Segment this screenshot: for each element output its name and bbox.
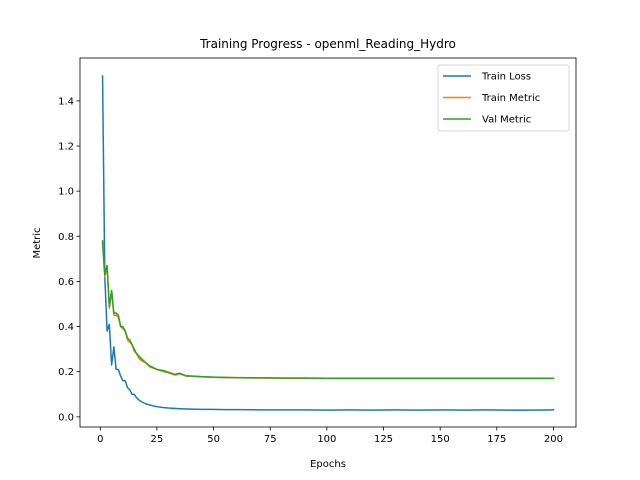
x-tick-label: 50 (207, 434, 220, 445)
plot-area (79, 57, 577, 428)
y-tick-label: 1.2 (58, 142, 74, 153)
legend-label: Train Loss (481, 72, 531, 83)
legend-label: Train Metric (481, 93, 540, 104)
legend: Train Loss Train Metric Val Metric (437, 64, 570, 132)
legend-box (437, 64, 570, 132)
y-tick-label: 0.8 (58, 232, 74, 243)
x-tick-label: 75 (264, 434, 277, 445)
x-tick-label: 100 (317, 434, 336, 445)
y-tick-label: 0.4 (58, 322, 74, 333)
x-tick-label: 150 (431, 434, 450, 445)
y-axis-label: Metric (32, 227, 43, 258)
series-layer (101, 75, 555, 411)
y-axis: 0.0 0.2 0.4 0.6 0.8 1.0 1.2 1.4 (58, 96, 80, 423)
series-line-val-metric (101, 240, 555, 379)
x-tick-label: 25 (151, 434, 164, 445)
y-tick-label: 0.6 (58, 277, 74, 288)
series-line-train-metric (101, 242, 555, 380)
legend-label: Val Metric (482, 115, 531, 126)
series-line-train-loss (101, 75, 555, 411)
x-tick-label: 0 (97, 434, 103, 445)
plot-frame (79, 57, 577, 428)
x-tick-label: 175 (487, 434, 506, 445)
y-tick-label: 0.0 (58, 412, 74, 423)
x-tick-label: 125 (374, 434, 393, 445)
y-tick-label: 1.0 (58, 187, 74, 198)
legend-items: Train Loss Train Metric Val Metric (443, 72, 540, 126)
chart-title: Training Progress - openml_Reading_Hydro (199, 37, 456, 51)
x-axis-label: Epochs (310, 459, 346, 470)
x-axis: 0 25 50 75 100 125 150 175 200 (97, 427, 563, 445)
x-tick-label: 200 (544, 434, 563, 445)
y-tick-label: 0.2 (58, 367, 74, 378)
y-tick-label: 1.4 (58, 96, 74, 107)
